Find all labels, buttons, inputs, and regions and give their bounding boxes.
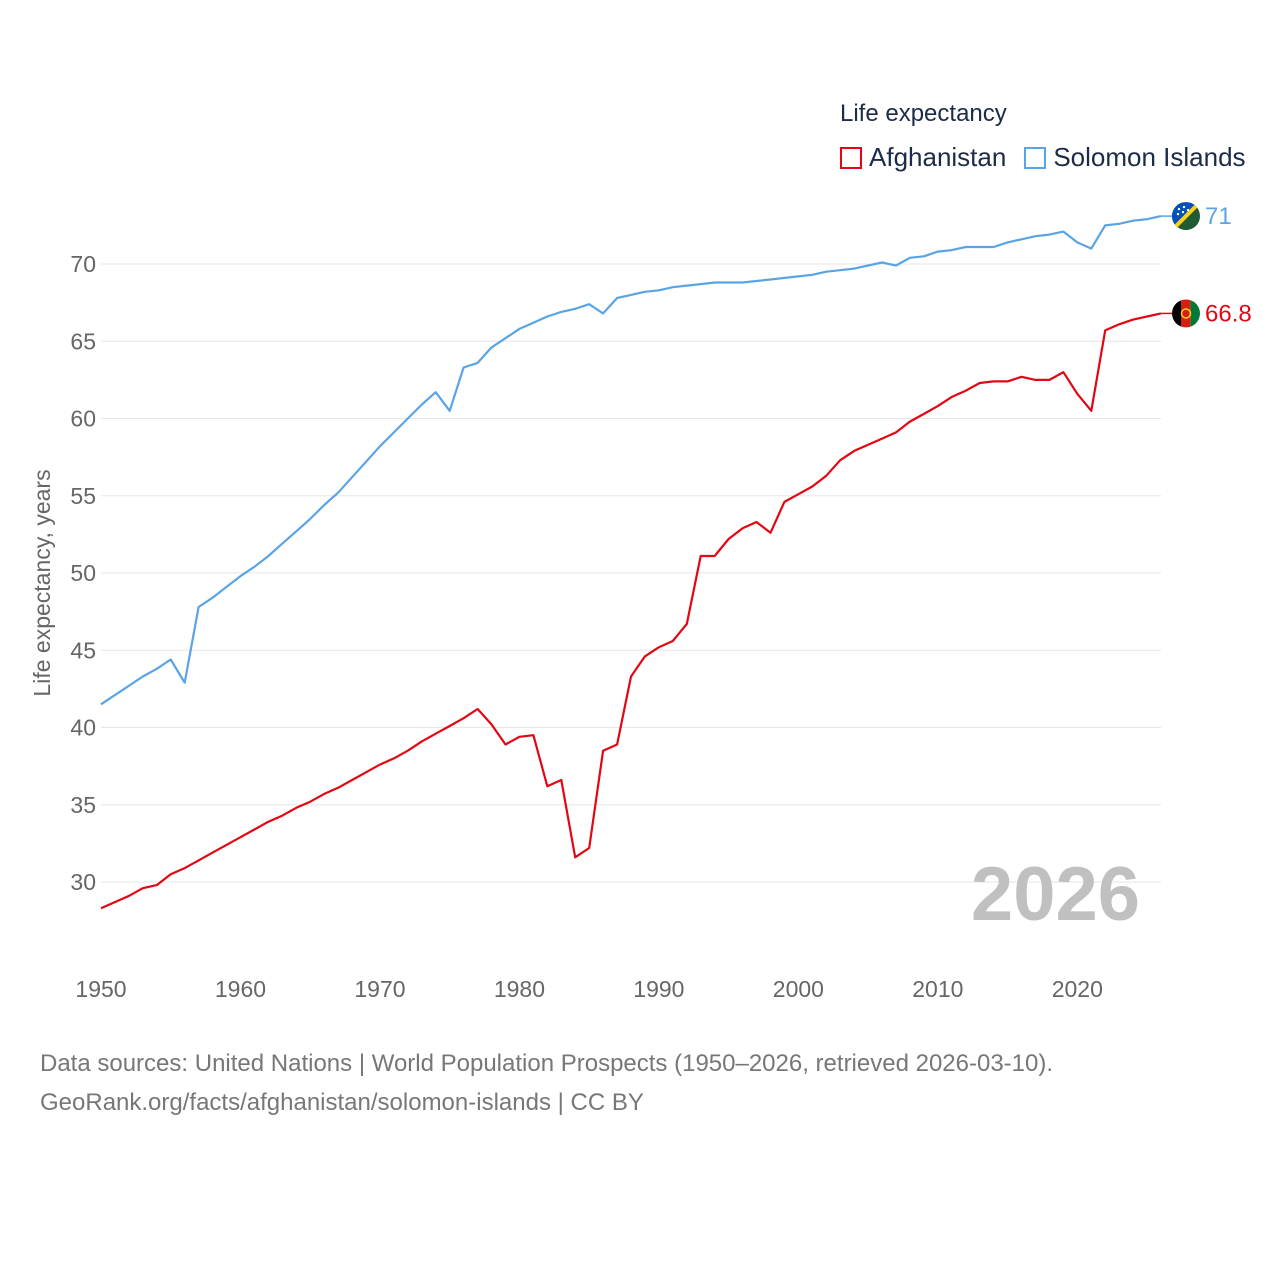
flag-star-solomon — [1177, 207, 1181, 211]
y-tick-label-40: 40 — [70, 715, 96, 741]
x-tick-label-2000: 2000 — [773, 976, 824, 1002]
series-line-afghanistan — [100, 312, 1162, 910]
flag-red-afghanistan — [1181, 299, 1191, 328]
legend-swatch-afghanistan — [840, 146, 862, 169]
x-tick-label-1960: 1960 — [215, 976, 266, 1002]
legend-swatch-solomon-islands — [1024, 146, 1047, 169]
x-tick-label-2020: 2020 — [1052, 976, 1103, 1002]
y-tick-label-30: 30 — [70, 869, 96, 895]
flag-star-solomon — [1186, 208, 1190, 212]
flag-star-solomon — [1181, 210, 1185, 214]
x-tick-label-1990: 1990 — [633, 976, 684, 1002]
legend: Afghanistan Solomon Islands — [840, 142, 1264, 173]
current-year-label: 2026 — [971, 852, 1140, 937]
y-tick-label-55: 55 — [70, 483, 96, 509]
legend-label-afghanistan: Afghanistan — [869, 142, 1007, 172]
end-label-afghanistan: 66.8 — [1205, 300, 1252, 327]
flag-stripe-solomon — [1172, 202, 1200, 231]
x-tick-label-2010: 2010 — [912, 976, 963, 1002]
y-tick-label-45: 45 — [70, 637, 96, 663]
solomon-islands-flag-icon — [1172, 202, 1200, 231]
source-line-1: Data sources: United Nations | World Pop… — [40, 1050, 1054, 1077]
y-tick-label-65: 65 — [70, 328, 96, 354]
y-tick-label-60: 60 — [70, 406, 96, 432]
y-tick-label-70: 70 — [70, 251, 96, 277]
line-chart: 30 35 40 45 50 55 60 65 70 1950 1960 1970 1980 1990 20… — [29, 202, 1252, 1002]
legend-label-solomon-islands: Solomon Islands — [1053, 142, 1246, 172]
flag-black-afghanistan — [1172, 299, 1182, 328]
flag-star-solomon — [1182, 205, 1186, 209]
source-note: Data sources: United Nations | World Pop… — [40, 1044, 1053, 1122]
series-line-solomon-islands — [100, 215, 1162, 706]
source-line-2[interactable]: GeoRank.org/facts/afghanistan/solomon-is… — [40, 1089, 644, 1116]
x-tick-label-1970: 1970 — [354, 976, 405, 1002]
flag-green-afghanistan — [1190, 299, 1200, 328]
x-tick-label-1950: 1950 — [75, 976, 126, 1002]
y-tick-label-35: 35 — [70, 792, 96, 818]
end-label-solomon-islands: 71 — [1205, 203, 1232, 230]
flag-emblem-afghanistan — [1180, 308, 1192, 319]
y-axis-title: Life expectancy, years — [29, 469, 55, 696]
flag-body-afghanistan — [1172, 299, 1200, 328]
y-tick-label-50: 50 — [70, 560, 96, 586]
afghanistan-flag-icon — [1172, 299, 1200, 328]
flag-body-solomon — [1172, 202, 1200, 231]
legend-title: Life expectancy — [840, 100, 1007, 127]
legend-item-solomon-islands[interactable]: Solomon Islands — [1024, 142, 1246, 173]
flag-star-solomon — [1176, 212, 1180, 216]
legend-item-afghanistan[interactable]: Afghanistan — [840, 142, 1006, 173]
x-tick-label-1980: 1980 — [494, 976, 545, 1002]
